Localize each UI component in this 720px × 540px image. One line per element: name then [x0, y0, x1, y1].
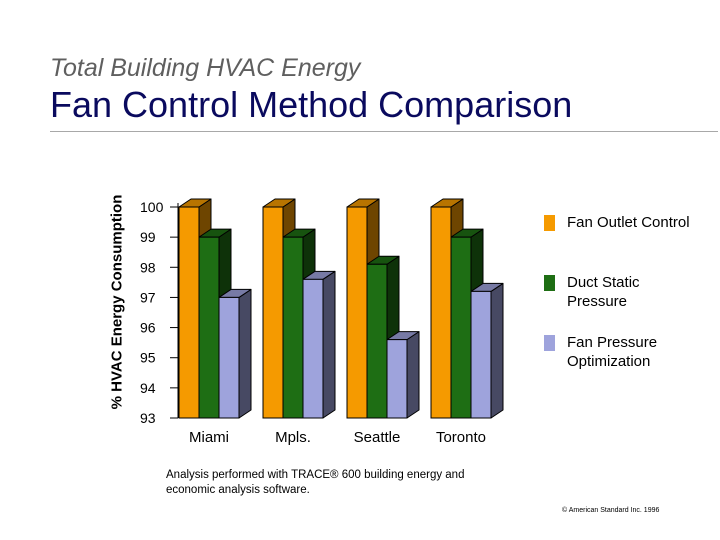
- slide-subtitle: Total Building HVAC Energy: [50, 54, 361, 82]
- legend-swatch-duct-static-pressure: [544, 275, 555, 291]
- y-tick-label-95: 95: [140, 350, 156, 366]
- bar-toronto-fan-outlet-control: [430, 206, 452, 419]
- bar-side-toronto-fan-pressure-optimization: [490, 282, 504, 419]
- y-tick-label-97: 97: [140, 289, 156, 305]
- legend-label-fan-pressure-optimization: Fan Pressure Optimization: [567, 334, 658, 370]
- y-tick-label-96: 96: [140, 320, 156, 336]
- y-tick-label-93: 93: [140, 410, 156, 426]
- legend-label-duct-static-pressure: Duct Static Pressure: [567, 274, 640, 310]
- analysis-note: Analysis performed with TRACE® 600 build…: [166, 469, 465, 496]
- bar-miami-fan-pressure-optimization: [218, 296, 240, 419]
- title-divider: [50, 131, 718, 132]
- legend-swatch-fan-pressure-optimization: [544, 335, 555, 351]
- bar-miami-fan-outlet-control: [178, 206, 200, 419]
- y-tick-label-94: 94: [140, 380, 156, 396]
- bar-side-seattle-fan-pressure-optimization: [406, 331, 420, 419]
- bar-seattle-duct-static-pressure: [366, 263, 388, 419]
- x-category-label-toronto: Toronto: [436, 429, 486, 446]
- y-tick-label-99: 99: [140, 229, 156, 245]
- bar-miami-duct-static-pressure: [198, 236, 220, 419]
- x-category-label-mpls: Mpls.: [275, 429, 311, 446]
- y-tick-label-100: 100: [140, 199, 164, 215]
- bar-mpls-fan-pressure-optimization: [302, 278, 324, 419]
- bar-side-mpls-fan-pressure-optimization: [322, 270, 336, 419]
- y-tick-label-98: 98: [140, 259, 156, 275]
- legend-label-fan-outlet-control: Fan Outlet Control: [567, 214, 690, 231]
- bar-seattle-fan-outlet-control: [346, 206, 368, 419]
- bar-seattle-fan-pressure-optimization: [386, 339, 408, 419]
- legend-swatch-fan-outlet-control: [544, 215, 555, 231]
- bar-toronto-duct-static-pressure: [450, 236, 472, 419]
- bar-toronto-fan-pressure-optimization: [470, 290, 492, 419]
- bar-mpls-duct-static-pressure: [282, 236, 304, 419]
- bar-mpls-fan-outlet-control: [262, 206, 284, 419]
- slide-title: Fan Control Method Comparison: [50, 84, 573, 125]
- x-category-label-seattle: Seattle: [354, 429, 401, 446]
- x-category-label-miami: Miami: [189, 429, 229, 446]
- copyright-notice: © American Standard Inc. 1996: [562, 507, 660, 514]
- bar-side-miami-fan-pressure-optimization: [238, 288, 252, 419]
